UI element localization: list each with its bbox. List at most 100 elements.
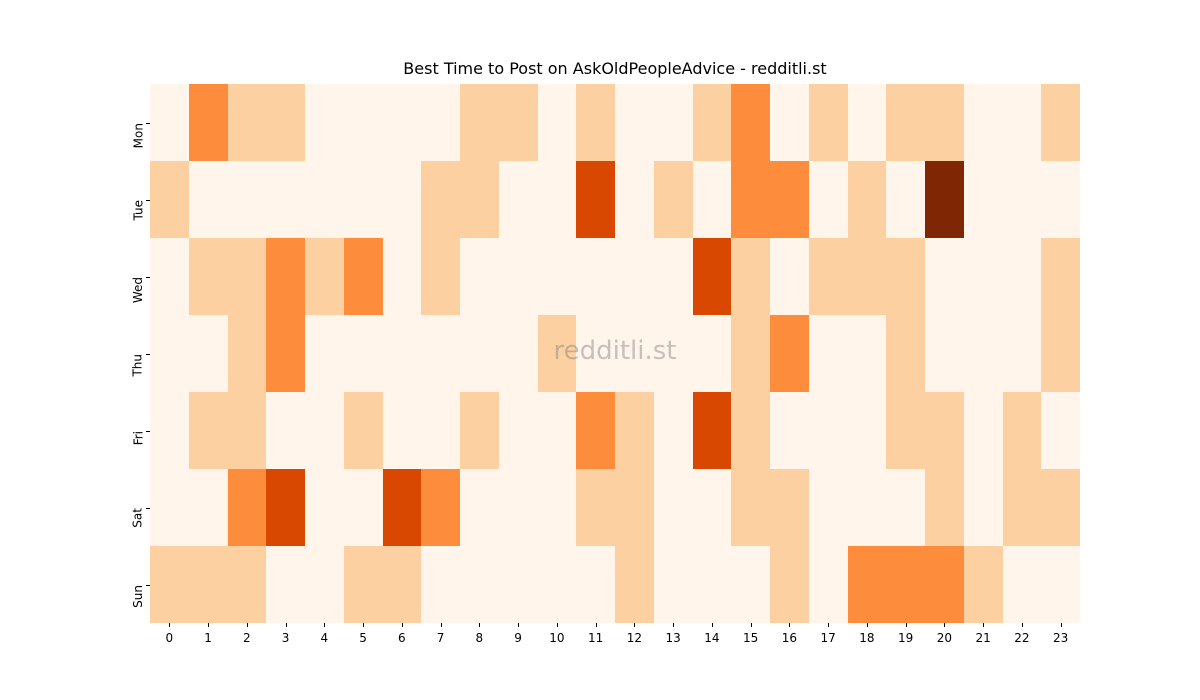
heatmap-cell bbox=[150, 161, 189, 238]
heatmap-cell bbox=[421, 315, 460, 392]
heatmap-cell bbox=[150, 238, 189, 315]
x-tick bbox=[363, 623, 365, 627]
heatmap-cell bbox=[305, 392, 344, 469]
heatmap-cell bbox=[692, 238, 732, 315]
x-tick-label: 0 bbox=[165, 631, 174, 645]
heatmap-cell bbox=[1041, 238, 1080, 315]
heatmap-cell bbox=[770, 238, 809, 315]
heatmap-cell bbox=[382, 392, 422, 469]
heatmap-cell bbox=[305, 546, 344, 623]
heatmap-cell bbox=[731, 392, 770, 469]
heatmap-cell bbox=[770, 315, 809, 392]
x-tick bbox=[983, 623, 985, 627]
heatmap-cell bbox=[808, 469, 848, 546]
x-tick-label: 4 bbox=[320, 631, 329, 645]
heatmap-cell bbox=[925, 238, 964, 315]
x-tick-label: 6 bbox=[398, 631, 406, 645]
heatmap-cell bbox=[615, 469, 654, 546]
heatmap-cell bbox=[886, 546, 925, 623]
heatmap-cell bbox=[343, 315, 383, 392]
x-tick bbox=[828, 623, 830, 627]
heatmap-cell bbox=[498, 546, 538, 623]
heatmap-cell bbox=[653, 546, 693, 623]
heatmap-cell bbox=[1002, 161, 1042, 238]
x-tick-label: 10 bbox=[549, 631, 565, 645]
heatmap-cell bbox=[1002, 546, 1042, 623]
heatmap-cell bbox=[692, 84, 732, 161]
heatmap-grid bbox=[150, 84, 1080, 623]
heatmap-cell bbox=[150, 84, 189, 161]
heatmap-cell bbox=[227, 469, 267, 546]
x-tick bbox=[750, 623, 752, 627]
x-tick bbox=[905, 623, 907, 627]
heatmap-cell bbox=[1041, 84, 1080, 161]
heatmap-cell bbox=[692, 392, 732, 469]
heatmap-cell bbox=[886, 392, 925, 469]
heatmap-cell bbox=[537, 238, 577, 315]
heatmap-cell bbox=[382, 238, 422, 315]
heatmap-cell bbox=[925, 469, 964, 546]
heatmap-cell bbox=[382, 161, 422, 238]
heatmap-cell bbox=[537, 84, 577, 161]
x-tick-label: 11 bbox=[587, 631, 604, 645]
y-tick-label: Wed bbox=[131, 276, 145, 303]
heatmap-cell bbox=[150, 546, 189, 623]
heatmap-cell bbox=[188, 84, 228, 161]
heatmap-cell bbox=[537, 546, 577, 623]
heatmap-cell bbox=[576, 469, 615, 546]
heatmap-cell bbox=[227, 84, 267, 161]
heatmap-cell bbox=[266, 84, 305, 161]
heatmap-cell bbox=[770, 161, 809, 238]
heatmap-cell bbox=[925, 84, 964, 161]
y-tick-label: Tue bbox=[131, 199, 145, 221]
heatmap-cell bbox=[227, 238, 267, 315]
heatmap-cell bbox=[227, 161, 267, 238]
heatmap-cell bbox=[188, 546, 228, 623]
chart-title: Best Time to Post on AskOldPeopleAdvice … bbox=[403, 59, 827, 78]
heatmap-cell bbox=[847, 238, 887, 315]
heatmap-cell bbox=[266, 161, 305, 238]
x-tick-label: 23 bbox=[1052, 631, 1069, 645]
heatmap-cell bbox=[343, 238, 383, 315]
y-tick bbox=[146, 276, 150, 278]
x-tick-label: 22 bbox=[1014, 631, 1030, 645]
heatmap-cell bbox=[925, 392, 964, 469]
heatmap-cell bbox=[537, 392, 577, 469]
y-tick-label: Sat bbox=[131, 507, 145, 528]
x-tick-label: 19 bbox=[897, 631, 914, 645]
heatmap-cell bbox=[343, 469, 383, 546]
heatmap-cell bbox=[808, 238, 848, 315]
heatmap-cell bbox=[1041, 469, 1080, 546]
x-tick-label: 16 bbox=[781, 631, 798, 645]
x-tick-label: 18 bbox=[859, 631, 875, 645]
heatmap-cell bbox=[770, 546, 809, 623]
heatmap-cell bbox=[305, 161, 344, 238]
heatmap-cell bbox=[925, 546, 964, 623]
y-tick-label: Fri bbox=[131, 430, 145, 445]
heatmap-cell bbox=[188, 469, 228, 546]
x-tick bbox=[634, 623, 636, 627]
heatmap-cell bbox=[382, 469, 422, 546]
heatmap-cell bbox=[305, 315, 344, 392]
x-tick bbox=[246, 623, 248, 627]
heatmap-cell bbox=[653, 315, 693, 392]
heatmap-cell bbox=[576, 84, 615, 161]
heatmap-cell bbox=[421, 238, 460, 315]
heatmap-cell bbox=[460, 469, 499, 546]
x-tick-label: 21 bbox=[975, 631, 991, 645]
x-tick-label: 1 bbox=[204, 631, 212, 645]
x-tick-label: 5 bbox=[359, 631, 367, 645]
x-tick bbox=[673, 623, 675, 627]
heatmap-cell bbox=[537, 469, 577, 546]
heatmap-cell bbox=[266, 469, 305, 546]
heatmap-cell bbox=[886, 84, 925, 161]
heatmap-cell bbox=[460, 161, 499, 238]
heatmap-cell bbox=[731, 315, 770, 392]
x-tick bbox=[324, 623, 326, 627]
heatmap-cell bbox=[498, 238, 538, 315]
heatmap-cell bbox=[266, 546, 305, 623]
heatmap-cell bbox=[382, 546, 422, 623]
y-tick bbox=[146, 122, 150, 124]
heatmap-cell bbox=[266, 238, 305, 315]
heatmap-cell bbox=[576, 161, 615, 238]
